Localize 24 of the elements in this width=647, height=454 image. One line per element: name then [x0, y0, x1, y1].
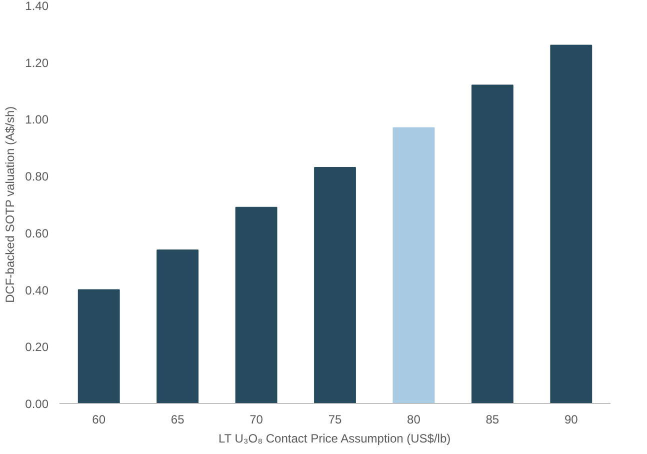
x-tick-label: 65	[170, 412, 185, 426]
y-tick-label: 0.60	[25, 226, 49, 240]
bar	[235, 206, 278, 404]
bar	[156, 249, 199, 404]
bar	[314, 167, 356, 404]
bar	[471, 84, 514, 404]
y-tick-label: 0.80	[25, 170, 49, 184]
y-tick-label: 1.20	[25, 56, 49, 70]
bar	[550, 44, 592, 404]
x-tick-label: 60	[92, 412, 106, 426]
x-tick-label: 80	[407, 412, 421, 426]
bar	[392, 127, 435, 404]
x-tick-label: 85	[486, 412, 500, 426]
y-tick-label: 1.00	[25, 112, 49, 127]
x-axis-title: LT U₃O₈ Contact Price Assumption (US$/lb)	[218, 432, 451, 446]
x-tick-label: 70	[250, 412, 264, 426]
x-tick-label: 75	[328, 412, 342, 426]
bar	[78, 289, 120, 404]
y-tick-label: 0.00	[25, 397, 49, 411]
y-axis-title: DCF-backed SOTP valuation (A$/sh)	[3, 106, 18, 303]
y-tick-label: 0.40	[25, 283, 49, 298]
y-tick-label: 1.40	[25, 0, 49, 13]
x-tick-label: 90	[564, 412, 578, 426]
y-tick-label: 0.20	[25, 340, 49, 354]
